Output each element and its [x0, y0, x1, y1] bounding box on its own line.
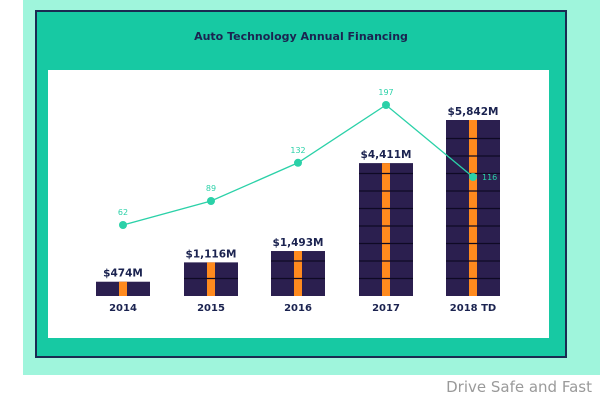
- bar: [184, 262, 238, 296]
- line-point: [207, 197, 215, 205]
- chart-title: Auto Technology Annual Financing: [194, 30, 408, 43]
- bar-value-label: $4,411M: [361, 149, 412, 161]
- bars-group: [96, 120, 500, 296]
- category-label: 2017: [372, 303, 400, 314]
- bar: [446, 120, 500, 296]
- bar-stripe: [382, 163, 390, 296]
- line-point-label: 116: [482, 173, 497, 182]
- category-label: 2018 TD: [450, 303, 496, 314]
- bar-value-label: $1,493M: [273, 237, 324, 249]
- bar: [96, 281, 150, 296]
- line-point-label: 62: [118, 208, 128, 217]
- line-series-group: 62 89 132 197 116: [118, 88, 497, 229]
- bar-value-label: $474M: [103, 268, 143, 280]
- line-point-label: 132: [290, 146, 305, 155]
- watermark: Drive Safe and Fast: [446, 378, 592, 396]
- bar-value-label: $5,842M: [448, 106, 499, 118]
- category-label: 2015: [197, 303, 225, 314]
- line-point-label: 89: [206, 184, 216, 193]
- line-point: [294, 158, 302, 167]
- line-point-label: 197: [378, 88, 393, 97]
- line-point: [469, 173, 477, 181]
- line-point: [382, 101, 390, 109]
- bar-stripe: [119, 281, 127, 296]
- line-point: [119, 221, 127, 229]
- bar: [271, 251, 325, 296]
- category-label: 2014: [109, 303, 137, 314]
- category-label: 2016: [284, 303, 312, 314]
- bar-stripe: [294, 251, 302, 296]
- labels-group: $474M 2014 $1,116M 2015 $1,493M 2016 $4,411M 20…: [103, 106, 498, 314]
- bar-value-label: $1,116M: [186, 248, 237, 260]
- bar-stripe: [207, 262, 215, 296]
- bar: [359, 163, 413, 296]
